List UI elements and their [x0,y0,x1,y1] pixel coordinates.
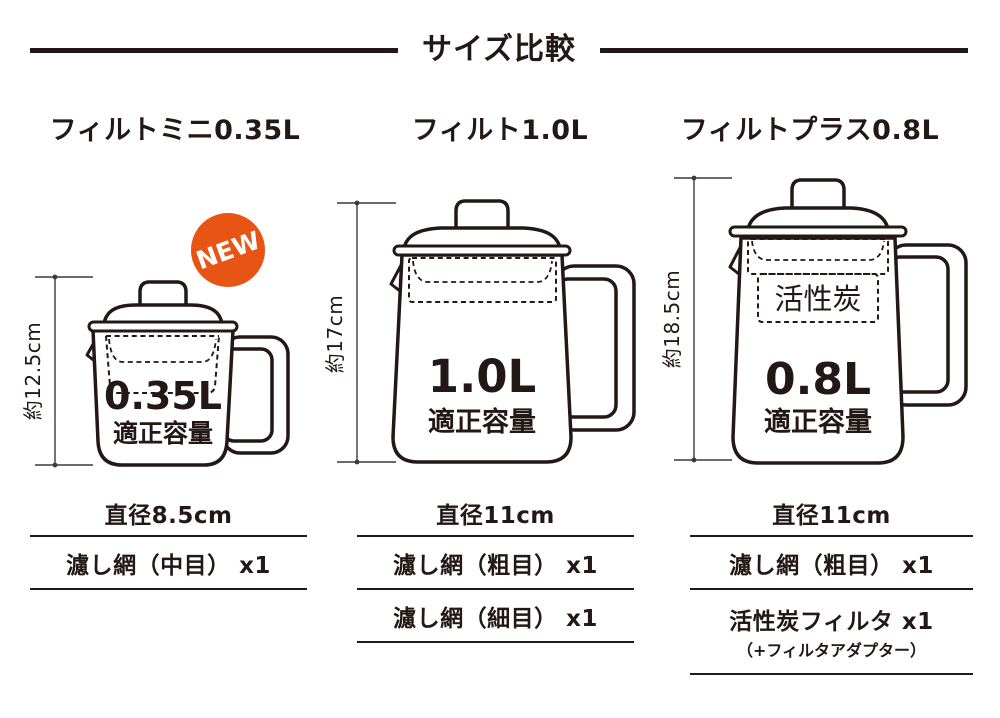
capacity-caption-filto: 適正容量 [428,406,536,438]
lid-knob [790,178,846,214]
spec-strainer-fine: 濾し網（細目） x1 [393,605,598,632]
height-measure-filto-plus: 約18.5cm [660,175,732,463]
spec-carbon-filter-note: （+フィルタアダプター） [736,641,927,660]
pot-illustration-filto: 約17cm 1.0L 適正容量 [323,199,636,465]
pot-handle [886,243,968,407]
spec-diameter: 直径8.5cm [104,502,233,529]
new-badge: NEW [191,213,265,287]
carbon-filter-box: 活性炭 [757,273,879,323]
lid-dome [102,303,224,326]
spec-row-diameter: 直径11cm [690,490,973,537]
spec-strainer-coarse: 濾し網（粗目） x1 [729,552,934,579]
lid-flange [728,225,908,238]
height-label-filto-plus: 約18.5cm [660,270,684,369]
spec-strainer: 濾し網（中目） x1 [66,552,271,579]
spec-row-diameter: 直径11cm [357,490,634,537]
pot-body [391,253,573,464]
capacity-caption-filto-plus: 適正容量 [764,406,872,438]
pot-body [731,236,905,465]
capacity-value-filto: 1.0L [428,350,536,403]
lid-flange [87,320,239,333]
height-measure-filto-mini: 約12.5cm [21,274,93,468]
spec-row-strainer-coarse: 濾し網（粗目） x1 [690,537,973,590]
lid-dome [746,206,890,231]
product-name-filto-plus: フィルトプラス0.8L [680,115,940,146]
pot-handle [554,264,636,432]
spec-carbon-filter: 活性炭フィルタ x1 [729,609,934,635]
strainer-mesh [105,335,220,394]
spec-table-filto: 直径11cm 濾し網（粗目） x1 濾し網（細目） x1 [357,490,634,643]
lid-knob [454,199,510,235]
spec-strainer-coarse: 濾し網（粗目） x1 [393,552,598,579]
title-rule-right [600,47,969,53]
spec-row-diameter: 直径8.5cm [30,490,307,537]
carbon-filter-label: 活性炭 [774,282,861,316]
spec-table-filto-mini: 直径8.5cm 濾し網（中目） x1 [30,490,307,590]
pot-body [91,328,235,467]
height-label-filto-mini: 約12.5cm [21,322,45,421]
capacity-value-filto-plus: 0.8L [765,354,871,405]
height-label-filto: 約17cm [323,295,347,373]
product-name-filto: フィルト1.0L [411,115,589,146]
strainer-mesh [747,238,889,275]
title-rule-left [30,47,398,53]
pot-illustration-filto-mini: 約12.5cm NEW 0.35L 適正容量 [21,213,290,468]
page-title: サイズ比較 [30,32,969,67]
capacity-caption-filto-mini: 適正容量 [113,419,213,448]
spec-row-strainer-fine: 濾し網（細目） x1 [357,590,634,643]
spec-table-filto-plus: 直径11cm 濾し網（粗目） x1 活性炭フィルタ x1 （+フィルタアダプター… [690,490,973,675]
height-measure-filto: 約17cm [323,200,396,465]
spec-row-strainer: 濾し網（中目） x1 [30,537,307,590]
lid-dome [402,226,562,250]
strainer-mesh [408,257,557,303]
page-title-text: サイズ比較 [421,32,577,67]
spec-diameter: 直径11cm [436,502,555,529]
lid-flange [392,244,572,257]
spec-row-carbon-filter: 活性炭フィルタ x1 （+フィルタアダプター） [690,590,973,675]
spec-row-strainer-coarse: 濾し網（粗目） x1 [357,537,634,590]
capacity-value-filto-mini: 0.35L [104,374,222,418]
spec-diameter: 直径11cm [772,502,891,529]
product-name-filto-mini: フィルトミニ0.35L [49,115,301,146]
pot-illustration-filto-plus: 約18.5cm 活性炭 0.8L 適正容量 [660,175,968,465]
